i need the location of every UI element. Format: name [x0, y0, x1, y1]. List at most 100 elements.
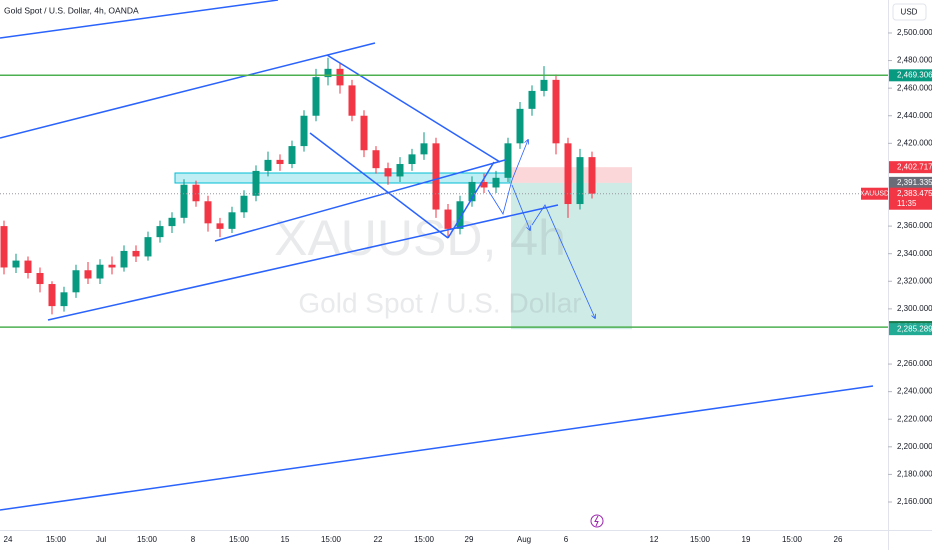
y-tick-label: 2,340.000 — [897, 249, 932, 258]
x-tick-label: 29 — [465, 535, 474, 544]
y-tick-label: 2,180.000 — [897, 470, 932, 479]
y-tick-label: 2,200.000 — [897, 442, 932, 451]
x-tick-label: 19 — [742, 535, 751, 544]
candle-body — [480, 181, 488, 188]
trend-line — [0, 385, 874, 511]
arrow — [511, 184, 530, 230]
candle-body — [228, 212, 236, 229]
x-tick-label: 15 — [281, 535, 290, 544]
candle-body — [432, 143, 440, 210]
x-tick-label: 8 — [191, 535, 196, 544]
candle-body — [240, 195, 248, 213]
x-tick-label: 15:00 — [137, 535, 158, 544]
candle-body — [336, 68, 344, 86]
candle-body — [420, 143, 428, 155]
candle-body — [216, 223, 224, 229]
candle-body — [252, 170, 260, 196]
trend-line — [309, 132, 449, 239]
candle-body — [84, 270, 92, 279]
y-tick-label: 2,360.000 — [897, 221, 932, 230]
x-tick-label: 15:00 — [229, 535, 250, 544]
y-tick-label: 2,500.000 — [897, 28, 932, 37]
candle-body — [36, 273, 44, 285]
countdown: 11:35 — [897, 199, 917, 208]
candle-body — [552, 79, 560, 144]
candle-body — [132, 250, 140, 257]
y-tick-label: 2,320.000 — [897, 276, 932, 285]
candle-body — [168, 217, 176, 227]
chart-title: Gold Spot / U.S. Dollar, 4h, OANDA — [4, 5, 139, 15]
candle-body — [348, 85, 356, 116]
candle-body — [576, 157, 584, 205]
y-tick-label: 2,260.000 — [897, 359, 932, 368]
candle-body — [384, 168, 392, 177]
arrow — [487, 140, 528, 215]
candle-body — [24, 260, 32, 274]
y-tick-label: 2,160.000 — [897, 497, 932, 506]
trend-line — [0, 42, 376, 139]
candle-body — [264, 159, 272, 171]
candle-body — [516, 108, 524, 144]
y-tick-label: 2,460.000 — [897, 83, 932, 92]
trend-line — [0, 0, 279, 39]
x-tick-label: Jul — [96, 535, 106, 544]
price-label: 2,469.306 — [897, 70, 932, 79]
price-label-box — [889, 323, 932, 336]
candle-body — [456, 201, 464, 229]
x-tick-label: 24 — [4, 535, 13, 544]
price-label-box — [889, 161, 932, 174]
trend-line — [326, 54, 501, 163]
candle-body — [588, 157, 596, 194]
candle-body — [48, 284, 56, 307]
watermark-subtitle: Gold Spot / U.S. Dollar — [298, 287, 581, 318]
candle-body — [156, 226, 164, 238]
x-tick-label: 26 — [834, 535, 843, 544]
currency-box[interactable] — [892, 3, 927, 21]
x-tick-label: 6 — [564, 535, 569, 544]
target-zone — [511, 182, 632, 330]
projection-arrows — [487, 140, 595, 318]
x-tick-label: 22 — [374, 535, 383, 544]
symbol-box — [861, 187, 888, 200]
y-tick-label: 2,240.000 — [897, 387, 932, 396]
support-zone — [174, 172, 511, 184]
watermark: XAUUSD, 4h — [274, 210, 566, 266]
candle-body — [300, 115, 308, 147]
trend-line — [47, 204, 559, 321]
trend-lines — [0, 0, 874, 511]
y-tick-label: 2,480.000 — [897, 56, 932, 65]
x-tick-label: 12 — [650, 535, 659, 544]
candle-body — [504, 143, 512, 178]
x-tick-label: 15:00 — [321, 535, 342, 544]
currency[interactable]: USD — [901, 8, 918, 17]
candle-body — [144, 237, 152, 257]
candle-body — [564, 143, 572, 205]
price-label-box — [889, 187, 932, 210]
price-label: 2,383.475 — [897, 189, 932, 198]
candles — [0, 57, 596, 315]
y-tick-label: 2,440.000 — [897, 111, 932, 120]
arrow — [531, 204, 595, 318]
candle-body — [72, 270, 80, 293]
price-label: 2,285.289 — [897, 324, 932, 333]
event-bolt — [594, 515, 599, 527]
candle-body — [120, 250, 128, 268]
trend-line — [214, 159, 506, 242]
price-axis: 2,500.000 2,480.000 2,460.000 2,440.000 2,42… — [860, 28, 932, 506]
price-label: 2,391.335 — [897, 178, 932, 187]
candle-body — [108, 264, 116, 268]
candle-body — [408, 154, 416, 165]
candle-body — [0, 226, 8, 268]
y-tick-label: 2,420.000 — [897, 138, 932, 147]
candle-body — [444, 209, 452, 229]
candle-body — [372, 150, 380, 169]
candle-body — [528, 90, 536, 109]
candle-body — [204, 201, 212, 224]
x-tick-label: 15:00 — [46, 535, 67, 544]
candle-body — [540, 79, 548, 91]
candle-body — [324, 68, 332, 78]
candle-body — [60, 292, 68, 307]
x-tick-label: Aug — [517, 535, 531, 544]
